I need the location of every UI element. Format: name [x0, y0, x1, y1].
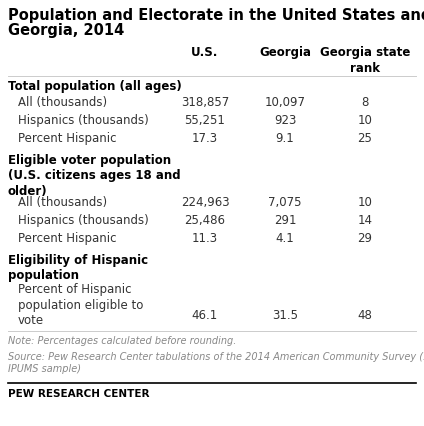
Text: 46.1: 46.1: [192, 309, 218, 322]
Text: Percent of Hispanic
population eligible to
vote: Percent of Hispanic population eligible …: [18, 283, 143, 327]
Text: 31.5: 31.5: [272, 309, 298, 322]
Text: 291: 291: [274, 214, 296, 227]
Text: Percent Hispanic: Percent Hispanic: [18, 132, 117, 145]
Text: Georgia state
rank: Georgia state rank: [320, 46, 410, 75]
Text: PEW RESEARCH CENTER: PEW RESEARCH CENTER: [8, 389, 150, 399]
Text: Total population (all ages): Total population (all ages): [8, 80, 182, 93]
Text: 9.1: 9.1: [276, 132, 294, 145]
Text: U.S.: U.S.: [191, 46, 219, 59]
Text: 10,097: 10,097: [265, 96, 306, 109]
Text: Eligible voter population
(U.S. citizens ages 18 and
older): Eligible voter population (U.S. citizens…: [8, 154, 181, 198]
Text: 8: 8: [361, 96, 369, 109]
Text: All (thousands): All (thousands): [18, 96, 107, 109]
Text: 14: 14: [357, 214, 373, 227]
Text: Hispanics (thousands): Hispanics (thousands): [18, 214, 149, 227]
Text: Georgia: Georgia: [259, 46, 311, 59]
Text: Source: Pew Research Center tabulations of the 2014 American Community Survey (1: Source: Pew Research Center tabulations …: [8, 352, 424, 374]
Text: 55,251: 55,251: [184, 114, 226, 127]
Text: 10: 10: [357, 114, 372, 127]
Text: 17.3: 17.3: [192, 132, 218, 145]
Text: 4.1: 4.1: [276, 232, 294, 245]
Text: 10: 10: [357, 196, 372, 209]
Text: Note: Percentages calculated before rounding.: Note: Percentages calculated before roun…: [8, 336, 236, 346]
Text: 224,963: 224,963: [181, 196, 229, 209]
Text: Population and Electorate in the United States and: Population and Electorate in the United …: [8, 8, 424, 23]
Text: 29: 29: [357, 232, 373, 245]
Text: Eligibility of Hispanic
population: Eligibility of Hispanic population: [8, 254, 148, 282]
Text: 7,075: 7,075: [268, 196, 302, 209]
Text: 923: 923: [274, 114, 296, 127]
Text: 25,486: 25,486: [184, 214, 226, 227]
Text: Hispanics (thousands): Hispanics (thousands): [18, 114, 149, 127]
Text: 48: 48: [357, 309, 372, 322]
Text: 11.3: 11.3: [192, 232, 218, 245]
Text: 25: 25: [357, 132, 372, 145]
Text: Percent Hispanic: Percent Hispanic: [18, 232, 117, 245]
Text: All (thousands): All (thousands): [18, 196, 107, 209]
Text: 318,857: 318,857: [181, 96, 229, 109]
Text: Georgia, 2014: Georgia, 2014: [8, 23, 124, 38]
